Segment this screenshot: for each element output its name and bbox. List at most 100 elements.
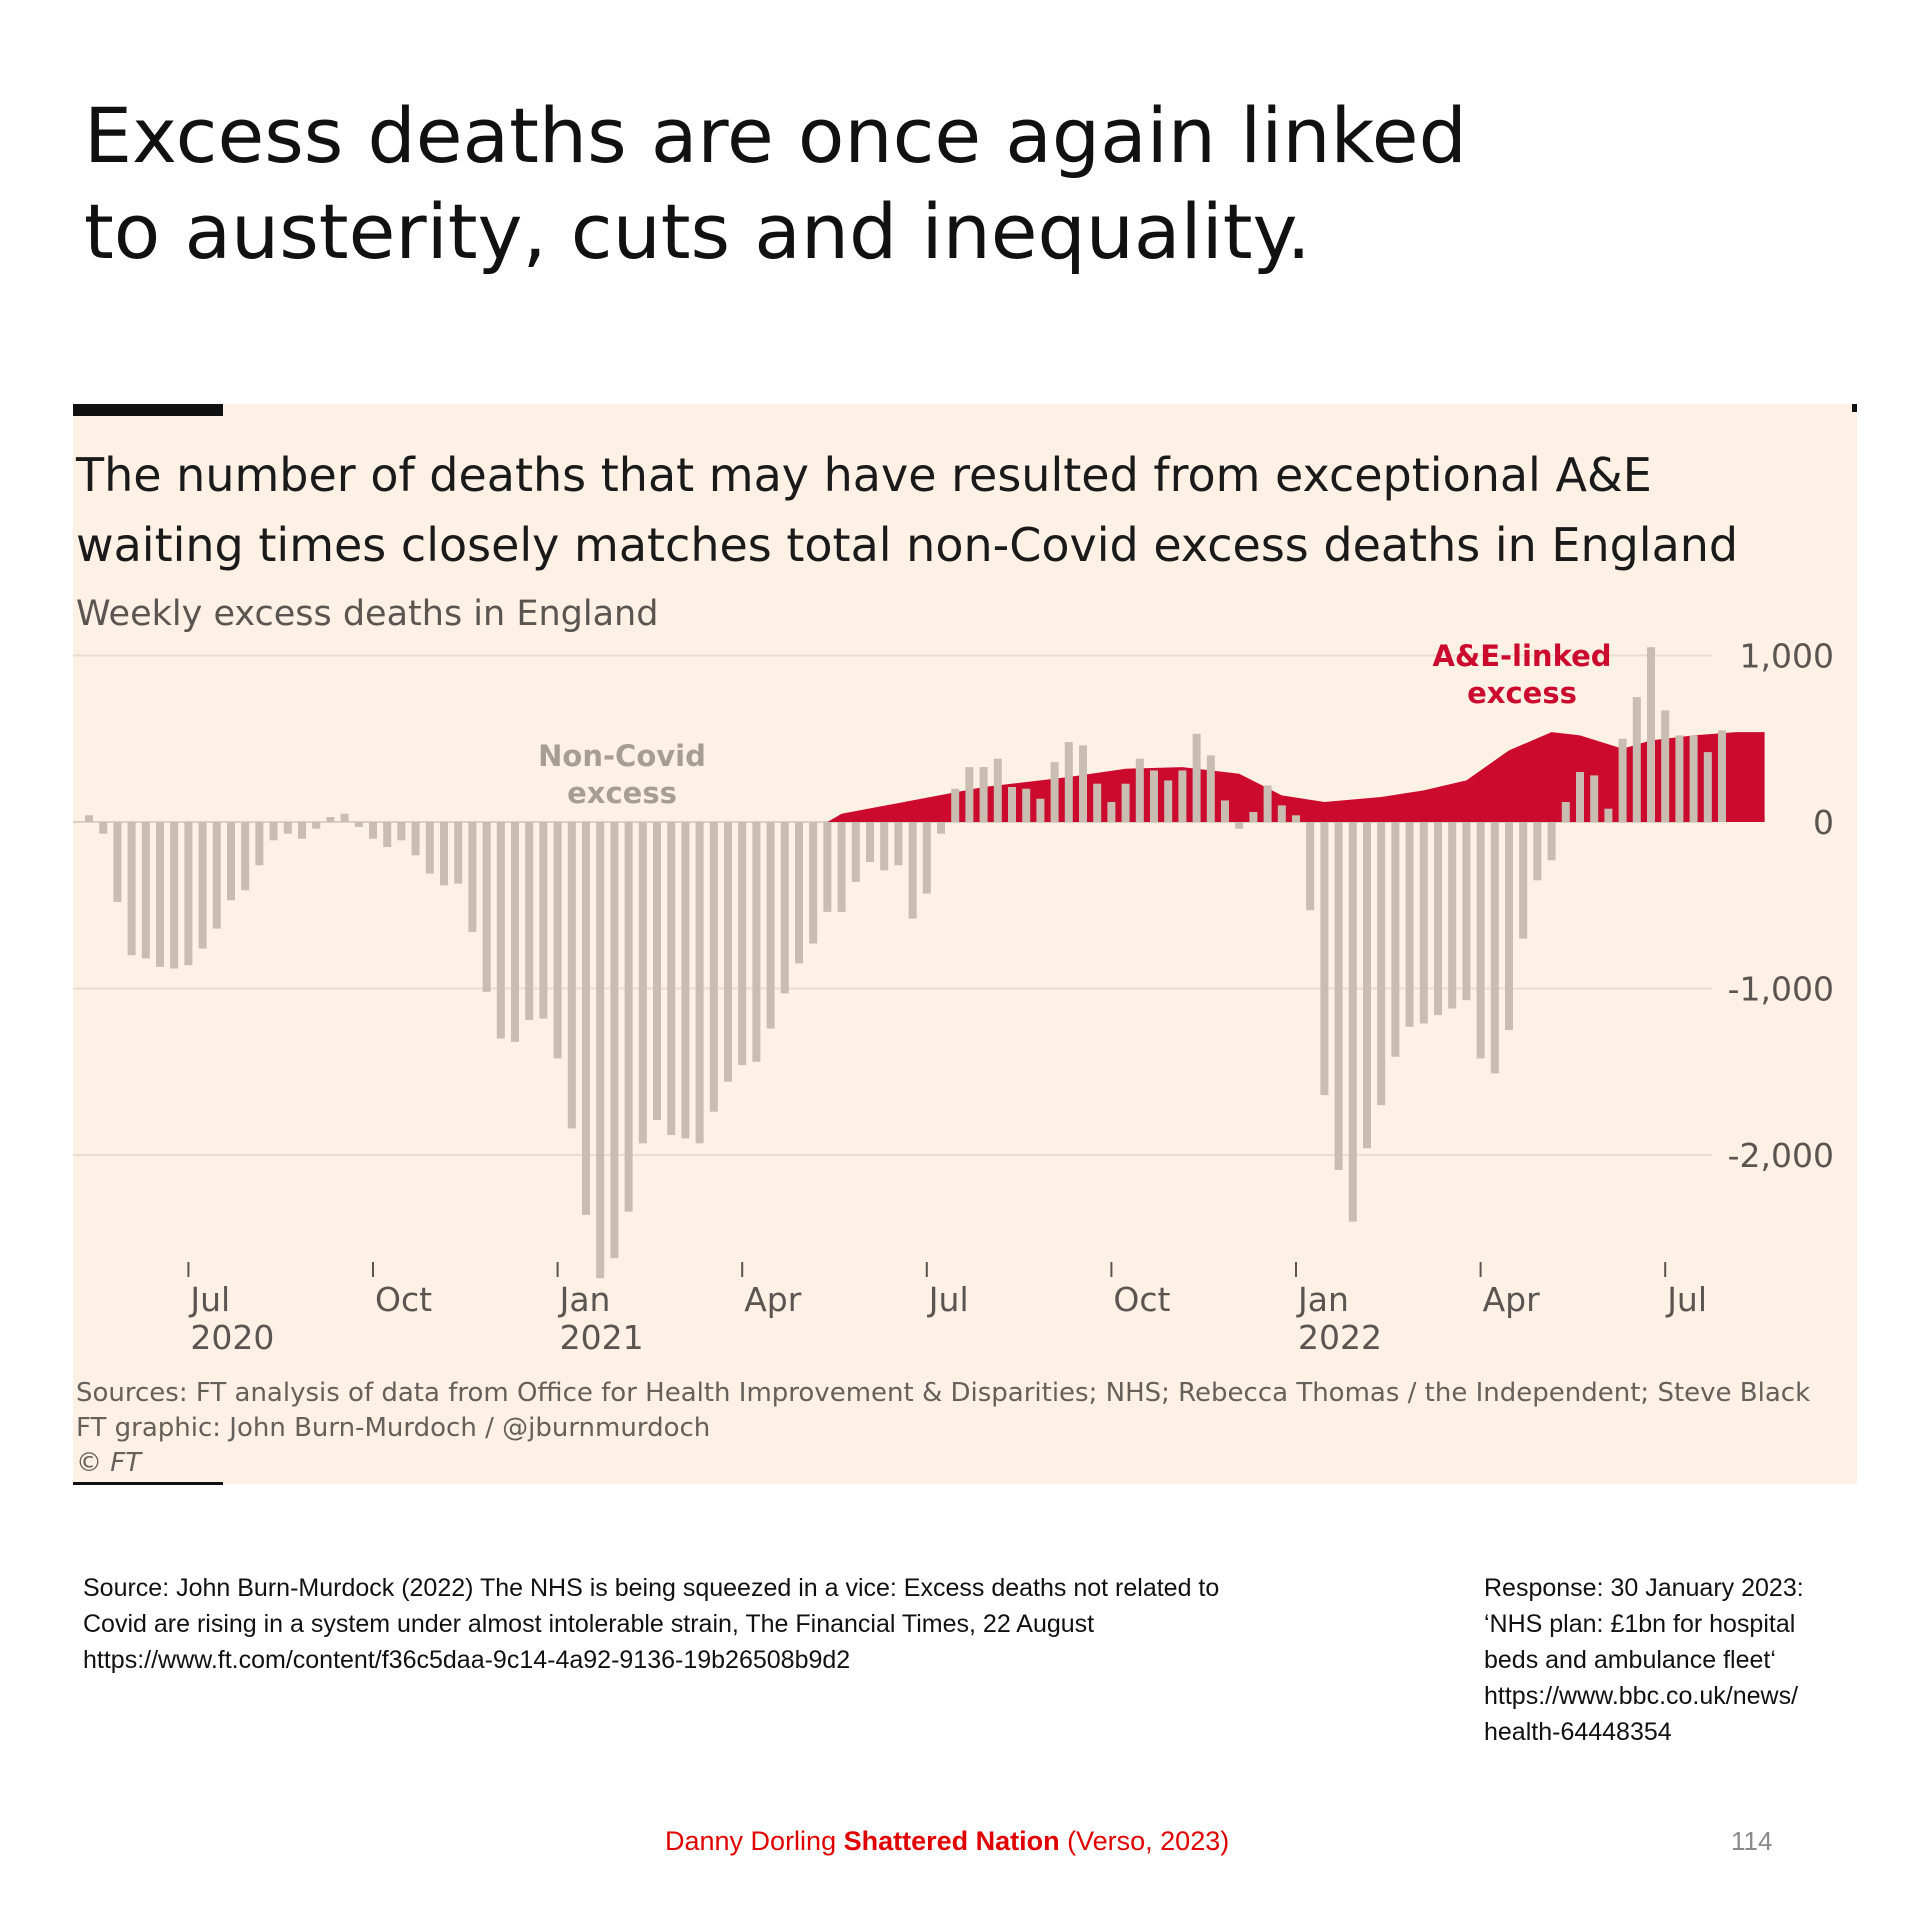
excess-bar [724, 822, 732, 1082]
excess-bar [1391, 822, 1400, 1057]
excess-bar [1718, 730, 1726, 822]
excess-bar [269, 822, 278, 841]
excess-bar [1348, 822, 1357, 1222]
x-tick-label: Apr [1483, 1280, 1541, 1319]
excess-bar [1490, 822, 1499, 1074]
excess-bar [1519, 822, 1528, 939]
excess-bar [1434, 822, 1442, 1016]
excess-bar [539, 822, 548, 1019]
excess-bar [1377, 822, 1386, 1106]
x-tick-label: Jul [927, 1280, 969, 1319]
excess-bar [1249, 812, 1258, 822]
excess-bar [1590, 775, 1599, 822]
excess-bar [1050, 762, 1059, 822]
excess-bar [354, 822, 363, 827]
excess-bar [1306, 822, 1315, 911]
x-tick-label: Apr [744, 1280, 802, 1319]
excess-bar [198, 822, 207, 949]
excess-bar [525, 822, 534, 1021]
footer-credit: Danny Dorling Shattered Nation (Verso, 2… [665, 1826, 1229, 1857]
excess-bar [809, 822, 818, 944]
excess-bar [397, 822, 406, 841]
excess-bar [298, 822, 306, 839]
excess-bar [468, 822, 477, 932]
excess-bar [1632, 697, 1641, 822]
excess-bar [1547, 822, 1556, 861]
slide-title: Excess deaths are once again linked to a… [84, 88, 1484, 280]
excess-bar [383, 822, 392, 847]
excess-bar [1675, 735, 1684, 822]
excess-bar [709, 822, 718, 1112]
excess-bar [141, 822, 150, 959]
excess-bar [1334, 822, 1343, 1170]
footer-book-title: Shattered Nation [843, 1826, 1060, 1856]
ae-linked-area-layer [827, 732, 1765, 822]
excess-bar [496, 822, 505, 1039]
excess-bar [1150, 770, 1158, 822]
annotations: Non-Covid excess A&E-linked excess [538, 639, 1611, 810]
bar-layer [85, 647, 1726, 1279]
excess-bar [326, 817, 335, 822]
excess-bar [511, 822, 519, 1042]
excess-bar [596, 822, 605, 1279]
y-tick-label: -1,000 [1728, 970, 1834, 1009]
excess-bar [795, 822, 803, 964]
excess-bar [1661, 710, 1670, 822]
non-covid-annotation-line-1: Non-Covid [538, 739, 706, 773]
excess-bar [369, 822, 377, 839]
x-tick-label: Jan [558, 1280, 611, 1319]
chart-subtitle: Weekly excess deaths in England [76, 594, 659, 634]
excess-bar [837, 822, 846, 912]
excess-bar [610, 822, 619, 1259]
excess-bar [212, 822, 221, 929]
excess-bar [184, 822, 193, 966]
excess-bar [1292, 815, 1300, 822]
excess-bar [1093, 783, 1102, 822]
excess-bar [1703, 752, 1712, 822]
excess-bar [1320, 822, 1329, 1096]
x-tick-year: 2021 [560, 1318, 644, 1357]
source-citation-url[interactable]: https://www.ft.com/content/f36c5daa-9c14… [83, 1646, 851, 1674]
excess-bar [1164, 780, 1173, 822]
excess-bar [951, 788, 960, 822]
excess-bar [1206, 755, 1215, 822]
excess-bar [638, 822, 647, 1144]
excess-bar [979, 767, 988, 822]
excess-bar [1561, 802, 1570, 822]
response-line-1: Response: 30 January 2023: [1484, 1574, 1804, 1602]
chart-panel [73, 404, 1857, 1484]
response-url-line-2[interactable]: health-64448354 [1484, 1718, 1672, 1746]
excess-bar [1505, 822, 1513, 1031]
excess-bar [894, 822, 903, 866]
source-citation: Source: John Burn-Murdock (2022) The NHS… [83, 1570, 1323, 1678]
excess-bar [1135, 758, 1144, 822]
y-axis: 1,000 0 -1,000 -2,000 [1728, 637, 1834, 1176]
x-tick-year: 2020 [190, 1318, 274, 1357]
excess-bar [1405, 822, 1414, 1027]
response-citation: Response: 30 January 2023: ‘NHS plan: £1… [1484, 1570, 1904, 1750]
x-tick-year: 2022 [1298, 1318, 1382, 1357]
excess-bar [283, 822, 292, 834]
response-url-line-1[interactable]: https://www.bbc.co.uk/news/ [1484, 1682, 1799, 1710]
excess-bar [1221, 800, 1229, 822]
chart-title-line-1: The number of deaths that may have resul… [76, 448, 1652, 502]
excess-bar [1036, 798, 1045, 822]
excess-bar [99, 822, 108, 834]
excess-bar [1689, 735, 1698, 822]
excess-bar [993, 758, 1002, 822]
excess-bar [653, 822, 661, 1120]
footer-publisher: (Verso, 2023) [1059, 1826, 1230, 1856]
chart-title: The number of deaths that may have resul… [76, 440, 1776, 580]
excess-bar [880, 822, 889, 871]
ae-linked-annotation-line-1: A&E-linked [1432, 639, 1611, 673]
y-tick-label: -2,000 [1728, 1136, 1834, 1175]
excess-bar [1064, 742, 1073, 822]
x-tick-label: Jul [1665, 1280, 1707, 1319]
excess-bar [866, 822, 874, 862]
excess-bar [922, 822, 931, 894]
excess-bar [1363, 822, 1371, 1149]
excess-bar [340, 813, 349, 822]
excess-bar [312, 822, 321, 829]
response-line-2: ‘NHS plan: £1bn for hospital [1484, 1610, 1796, 1638]
